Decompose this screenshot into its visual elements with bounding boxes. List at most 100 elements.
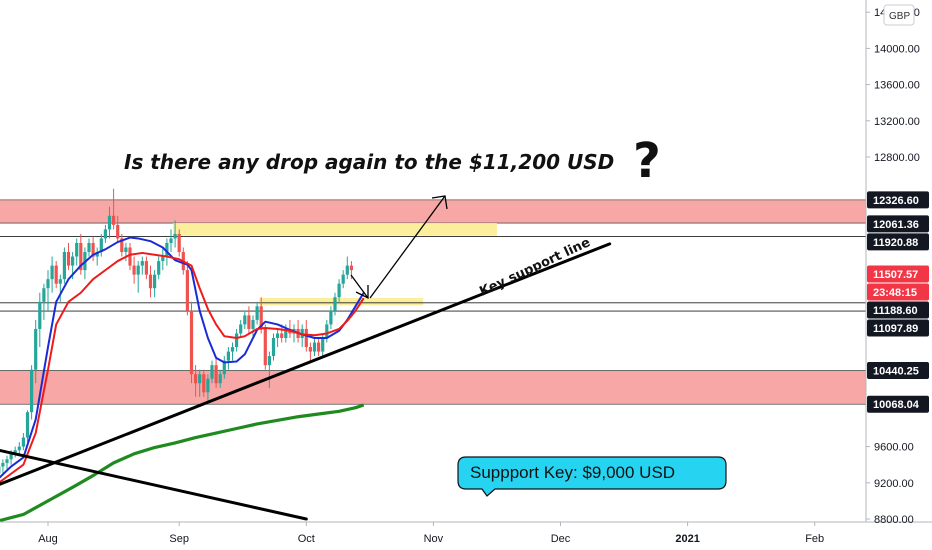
price-badge-11188.60: 11188.60 [867, 301, 929, 319]
candle-body-9 [34, 328, 38, 370]
candle-body-16 [62, 252, 66, 280]
price-badge-bg [867, 191, 929, 209]
price-badge-bg [867, 265, 929, 283]
candle-body-32 [128, 247, 132, 266]
price-badge-label: 10068.04 [873, 399, 920, 411]
price-badge-11507.57: 11507.57 [867, 265, 929, 283]
key-support-trendline [0, 242, 612, 486]
candle-body-15 [58, 279, 62, 284]
question-mark-annotation: ? [633, 133, 661, 189]
candle-body-24 [95, 252, 99, 257]
falling-trendline [0, 448, 308, 521]
x-tick-label-Dec: Dec [551, 533, 571, 545]
x-tick-label-Oct: Oct [298, 533, 315, 545]
candle-body-8 [30, 369, 34, 413]
candle-body-6 [21, 437, 25, 447]
price-badges: 12326.60 12061.36 11920.88 11507.57 23:48:15… [867, 191, 929, 413]
price-badge-label: 12061.36 [873, 219, 919, 231]
candle-body-53 [214, 365, 218, 384]
x-tick-label-Aug: Aug [38, 533, 58, 545]
price-badge-bg [867, 215, 929, 233]
candle-body-23 [91, 242, 95, 257]
candle-body-3 [9, 453, 13, 460]
price-badge-bg [867, 233, 929, 251]
candle-body-55 [222, 360, 226, 375]
price-badge-bg [867, 319, 929, 337]
top-highlight [173, 223, 497, 236]
candle-body-49 [198, 374, 202, 384]
candle-body-7 [25, 412, 30, 438]
price-badge-12326.60: 12326.60 [867, 191, 929, 209]
y-tick-label-8800: 8800.00 [874, 514, 914, 526]
candle-body-82 [333, 297, 337, 311]
candle-body-42 [169, 238, 173, 243]
candle-body-77 [312, 342, 317, 352]
candle-body-41 [165, 242, 169, 257]
candle-body-25 [99, 238, 103, 253]
candle-body-10 [38, 301, 42, 329]
zones-layer [0, 199, 866, 405]
x-tick-label-Feb: Feb [805, 533, 824, 545]
candle-body-50 [202, 374, 206, 393]
x-axis-panel[interactable] [0, 522, 866, 550]
candle-body-67 [271, 338, 276, 357]
arrow-down-annotation [350, 274, 369, 300]
candle-body-28 [112, 215, 116, 225]
candle-body-47 [189, 310, 194, 375]
candle-body-65 [263, 328, 267, 366]
candle-body-12 [46, 279, 50, 289]
price-badge-23:48:15: 23:48:15 [867, 283, 929, 301]
candle-body-66 [267, 356, 271, 366]
candle-body-62 [251, 319, 255, 329]
candle-body-52 [210, 365, 214, 379]
x-tick-label-Sep: Sep [169, 533, 189, 545]
candle-body-11 [42, 288, 46, 302]
support-key-callout-text: Suppport Key: $9,000 USD [470, 463, 675, 482]
candle-body-33 [132, 265, 136, 275]
currency-button[interactable]: GBP [883, 4, 915, 26]
horizontal-lines-layer [0, 236, 866, 312]
lower-support-zone [0, 370, 866, 405]
price-badge-label: 11920.88 [873, 237, 918, 249]
candle-body-83 [337, 283, 341, 298]
candle-body-51 [206, 378, 210, 393]
y-tick-label-9200: 9200.00 [874, 478, 914, 490]
x-axis-ticks: Aug Sep Oct Nov Dec 2021 Feb [38, 522, 824, 545]
price-badge-bg [867, 301, 929, 319]
price-badge-bg [867, 283, 929, 301]
candle-body-46 [185, 270, 189, 311]
moving-averages-layer [0, 236, 365, 523]
price-badge-label: 11507.57 [873, 269, 918, 281]
long-ma [0, 403, 365, 523]
mid-highlight [259, 297, 424, 306]
y-tick-label-14000: 14000.00 [874, 43, 920, 55]
candle-body-60 [243, 315, 247, 325]
candle-body-81 [329, 310, 333, 325]
candle-body-43 [173, 233, 177, 239]
candle-body-19 [75, 242, 79, 257]
candle-body-70 [284, 328, 288, 338]
arrow-up-annotation [369, 195, 448, 299]
candle-body-64 [259, 306, 263, 329]
candle-body-48 [194, 374, 198, 384]
slow-ma [0, 251, 365, 484]
candle-body-20 [79, 242, 83, 271]
y-tick-label-9600: 9600.00 [874, 442, 914, 454]
candle-body-58 [235, 333, 239, 348]
candle-body-26 [103, 229, 107, 239]
price-badge-11920.88: 11920.88 [867, 233, 929, 251]
candle-body-34 [136, 265, 140, 275]
candle-body-78 [317, 342, 321, 352]
price-badge-label: 10440.25 [873, 366, 919, 378]
candle-body-69 [280, 333, 284, 338]
candle-body-18 [71, 256, 75, 266]
candle-body-63 [255, 306, 259, 320]
candle-body-1 [1, 462, 5, 467]
candle-body-37 [148, 274, 153, 289]
trendlines-layer [0, 242, 612, 521]
price-badge-label: 11097.89 [873, 323, 918, 335]
x-tick-label-Nov: Nov [424, 533, 444, 545]
candle-body-17 [66, 252, 71, 266]
price-badge-12061.36: 12061.36 [867, 215, 929, 233]
